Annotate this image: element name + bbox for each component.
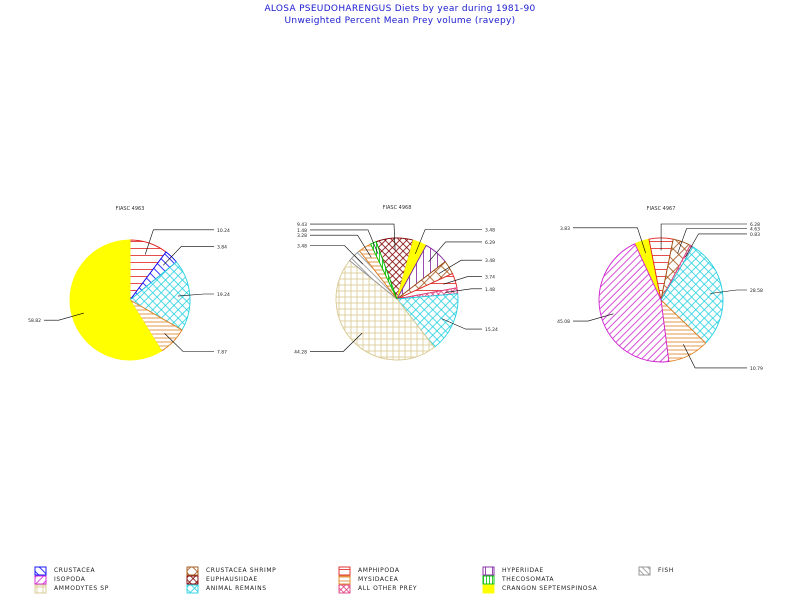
slice-value-label: 3.74 <box>485 274 495 280</box>
legend-label: AMMODYTES SP <box>54 585 109 592</box>
legend-label: ANIMAL REMAINS <box>206 585 267 592</box>
legend-swatch <box>482 566 495 576</box>
slice-value-label: 10.24 <box>217 228 230 234</box>
slice-value-label: 9.43 <box>297 222 307 228</box>
leader-line <box>573 313 614 322</box>
legend-label: AMPHIPODA <box>358 567 400 574</box>
leader-line <box>710 289 747 294</box>
leader-line <box>660 223 747 251</box>
leader-line <box>162 246 214 266</box>
leader-line <box>310 229 379 255</box>
legend-swatch <box>186 566 199 576</box>
legend-swatch <box>186 575 199 585</box>
legend-swatch <box>638 566 651 576</box>
leader-line <box>445 288 482 293</box>
legend-label: CRUSTACEA <box>54 567 96 574</box>
chart-subtitle: Unweighted Percent Mean Prey volume (rav… <box>284 16 516 26</box>
leader-line <box>415 229 482 254</box>
slice-value-label: 6.28 <box>750 222 760 228</box>
legend-swatch <box>186 584 199 594</box>
legend-label: FISH <box>658 567 674 574</box>
legend-swatch <box>482 584 495 594</box>
leader-line <box>44 312 84 321</box>
legend-label: ALL OTHER PREY <box>358 585 418 592</box>
leader-line <box>177 293 214 297</box>
legend-swatch <box>338 566 351 576</box>
pie-title: FIASC 4967 <box>647 206 676 212</box>
legend-swatch <box>34 584 47 594</box>
legend: CRUSTACEA ISOPODA AMMODYTES SP CRUSTACEA SH… <box>34 566 794 594</box>
slice-value-label: 3.48 <box>485 258 495 264</box>
slice-value-label: 10.79 <box>750 366 763 372</box>
slice-value-label: 1.48 <box>297 228 307 234</box>
slice-value-label: 6.29 <box>485 240 495 246</box>
legend-label: CRANGON SEPTEMSPINOSA <box>502 585 598 592</box>
leader-line <box>677 228 747 254</box>
legend-label: ISOPODA <box>54 576 86 583</box>
legend-swatch <box>482 575 495 585</box>
slice-value-label: 3.84 <box>217 245 227 251</box>
pie-chart-2: FIASC 4968 9.43 3.48 6.29 3.48 3.74 1.48 15.24 4… <box>294 205 498 361</box>
slice-value-label: 3.83 <box>560 226 570 232</box>
slice-value-label: 45.08 <box>557 319 570 325</box>
leader-line <box>443 275 482 285</box>
leader-line <box>310 223 396 251</box>
leader-line <box>438 259 482 274</box>
slice-value-label: 3.48 <box>297 243 307 249</box>
leader-line <box>310 245 364 265</box>
pie-title: FIASC 4968 <box>383 205 412 211</box>
chart-title: ALOSA PSEUDOHARENGUS Diets by year durin… <box>264 4 536 14</box>
legend-swatch <box>338 575 351 585</box>
leader-line <box>164 333 214 352</box>
legend-label: CRUSTACEA SHRIMP <box>206 567 277 574</box>
legend-label: MYSIDACEA <box>358 576 399 583</box>
pie-title: FIASC 4963 <box>116 206 145 212</box>
legend-swatch <box>338 584 351 594</box>
slice-value-label: 1.48 <box>485 287 495 293</box>
legend-label: HYPERIIDAE <box>502 567 544 574</box>
leader-line <box>310 234 372 258</box>
leader-line <box>683 344 747 369</box>
legend-label: EUPHAUSIIDAE <box>206 576 258 583</box>
legend-label: THECOSOMATA <box>502 576 555 583</box>
pie-chart-3: FIASC 4967 3.83 6.284.630.83 28.58 10.79 45.0… <box>557 206 763 372</box>
leader-line <box>144 229 214 255</box>
slice-value-label: 3.48 <box>485 227 495 233</box>
leader-line <box>441 318 482 330</box>
slice-value-label: 3.28 <box>297 233 307 239</box>
slice-value-label: 44.28 <box>294 349 307 355</box>
legend-swatch <box>34 566 47 576</box>
leader-line <box>310 332 363 352</box>
pie-chart-1: FIASC 4963 10.24 3.84 19.24 7.87 58.82 <box>28 206 230 361</box>
slice-value-label: 4.63 <box>750 226 760 232</box>
slice-value-label: 58.82 <box>28 318 41 324</box>
slice-value-label: 0.83 <box>750 232 760 238</box>
slice-value-label: 28.58 <box>750 288 763 294</box>
leader-line <box>573 227 646 253</box>
leader-line <box>428 241 482 262</box>
leader-line <box>685 233 747 258</box>
slice-value-label: 7.87 <box>217 350 227 356</box>
legend-swatch <box>34 575 47 585</box>
slice-value-label: 15.24 <box>485 327 498 333</box>
slice-value-label: 19.24 <box>217 292 230 298</box>
